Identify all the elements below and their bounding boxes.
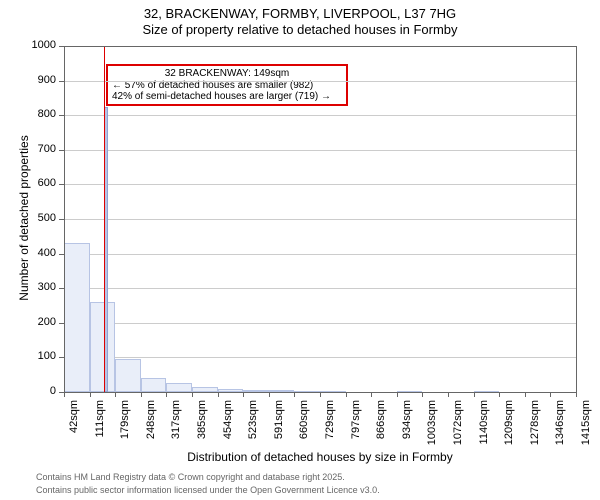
axis-line (576, 46, 577, 392)
x-tick-label: 1415sqm (580, 400, 592, 460)
x-tick-label: 385sqm (196, 400, 208, 460)
chart-title-line1: 32, BRACKENWAY, FORMBY, LIVERPOOL, L37 7… (0, 6, 600, 22)
y-tick-label: 900 (0, 74, 56, 86)
y-tick-label: 700 (0, 143, 56, 155)
x-tick-label: 1140sqm (478, 400, 490, 460)
x-tick-label: 934sqm (401, 400, 413, 460)
histogram-bar (90, 302, 116, 392)
x-axis-title: Distribution of detached houses by size … (64, 450, 576, 464)
y-grid-line (64, 219, 576, 220)
y-grid-line (64, 288, 576, 289)
x-tick-label: 42sqm (68, 400, 80, 460)
y-tick-label: 0 (0, 385, 56, 397)
x-tick-label: 523sqm (247, 400, 259, 460)
x-tick-label: 1003sqm (426, 400, 438, 460)
histogram-bar (115, 359, 141, 392)
y-tick-label: 500 (0, 212, 56, 224)
y-tick-label: 400 (0, 247, 56, 259)
x-tick-label: 179sqm (119, 400, 131, 460)
x-tick-label: 1346sqm (554, 400, 566, 460)
chart-title-line2: Size of property relative to detached ho… (0, 22, 600, 38)
x-tick-label: 797sqm (350, 400, 362, 460)
reference-vline (104, 46, 105, 392)
footer-line-2: Contains public sector information licen… (36, 485, 380, 495)
y-tick-label: 1000 (0, 39, 56, 51)
y-grid-line (64, 357, 576, 358)
chart-container: { "title": { "line1": "32, BRACKENWAY, F… (0, 0, 600, 500)
y-grid-line (64, 254, 576, 255)
x-tick-label: 729sqm (324, 400, 336, 460)
axis-line (64, 46, 576, 47)
y-tick-label: 200 (0, 316, 56, 328)
x-tick-label: 317sqm (170, 400, 182, 460)
annotation-line-3: 42% of semi-detached houses are larger (… (112, 91, 342, 103)
y-grid-line (64, 115, 576, 116)
footer-line-1: Contains HM Land Registry data © Crown c… (36, 472, 345, 482)
y-grid-line (64, 184, 576, 185)
histogram-bar (166, 383, 192, 392)
x-tick-label: 660sqm (298, 400, 310, 460)
histogram-bar (141, 378, 167, 392)
annotation-box: 32 BRACKENWAY: 149sqm ← 57% of detached … (106, 64, 348, 106)
x-tick-label: 1278sqm (529, 400, 541, 460)
histogram-bar (64, 243, 90, 392)
y-tick-label: 600 (0, 177, 56, 189)
x-tick-label: 454sqm (222, 400, 234, 460)
annotation-line-1: 32 BRACKENWAY: 149sqm (112, 68, 342, 80)
axis-line (64, 392, 576, 393)
x-tick-label: 591sqm (273, 400, 285, 460)
y-tick-label: 300 (0, 281, 56, 293)
y-grid-line (64, 150, 576, 151)
x-tick-label: 1072sqm (452, 400, 464, 460)
x-tick-label: 111sqm (94, 400, 106, 460)
x-tick-label: 866sqm (375, 400, 387, 460)
y-grid-line (64, 323, 576, 324)
y-tick-label: 800 (0, 108, 56, 120)
x-tick-label: 248sqm (145, 400, 157, 460)
x-tick-label: 1209sqm (503, 400, 515, 460)
y-grid-line (64, 81, 576, 82)
y-tick-label: 100 (0, 350, 56, 362)
x-tick-mark (576, 392, 577, 397)
axis-line (64, 46, 65, 392)
